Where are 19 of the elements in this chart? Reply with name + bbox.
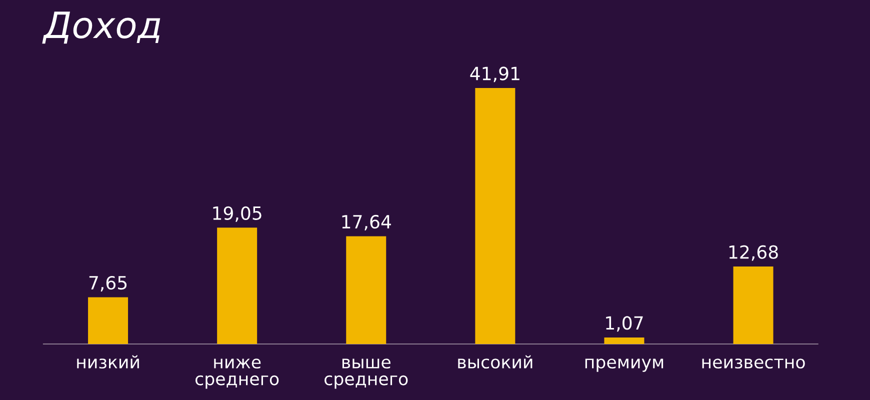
x-tick-label: выше среднего: [324, 358, 408, 389]
data-label: 19,05: [213, 206, 262, 222]
data-label: 1,07: [606, 316, 643, 332]
bar: [604, 337, 644, 344]
data-label: 7,65: [89, 276, 127, 292]
x-tick-label: неизвестно: [702, 358, 805, 369]
data-label: 12,68: [729, 245, 778, 261]
bar: [733, 266, 774, 344]
x-tick-label: низкий: [77, 355, 139, 369]
x-tick-label: высокий: [458, 355, 532, 369]
x-tick-label: премиум: [585, 358, 664, 372]
chart-title: Доход: [42, 12, 160, 44]
x-tick-label: ниже среднего: [196, 358, 279, 389]
bar: [475, 88, 516, 344]
bar: [217, 228, 258, 344]
data-label: 41,91: [470, 66, 520, 82]
bar: [346, 236, 386, 344]
bar: [88, 297, 128, 344]
data-label: 17,64: [342, 214, 391, 230]
